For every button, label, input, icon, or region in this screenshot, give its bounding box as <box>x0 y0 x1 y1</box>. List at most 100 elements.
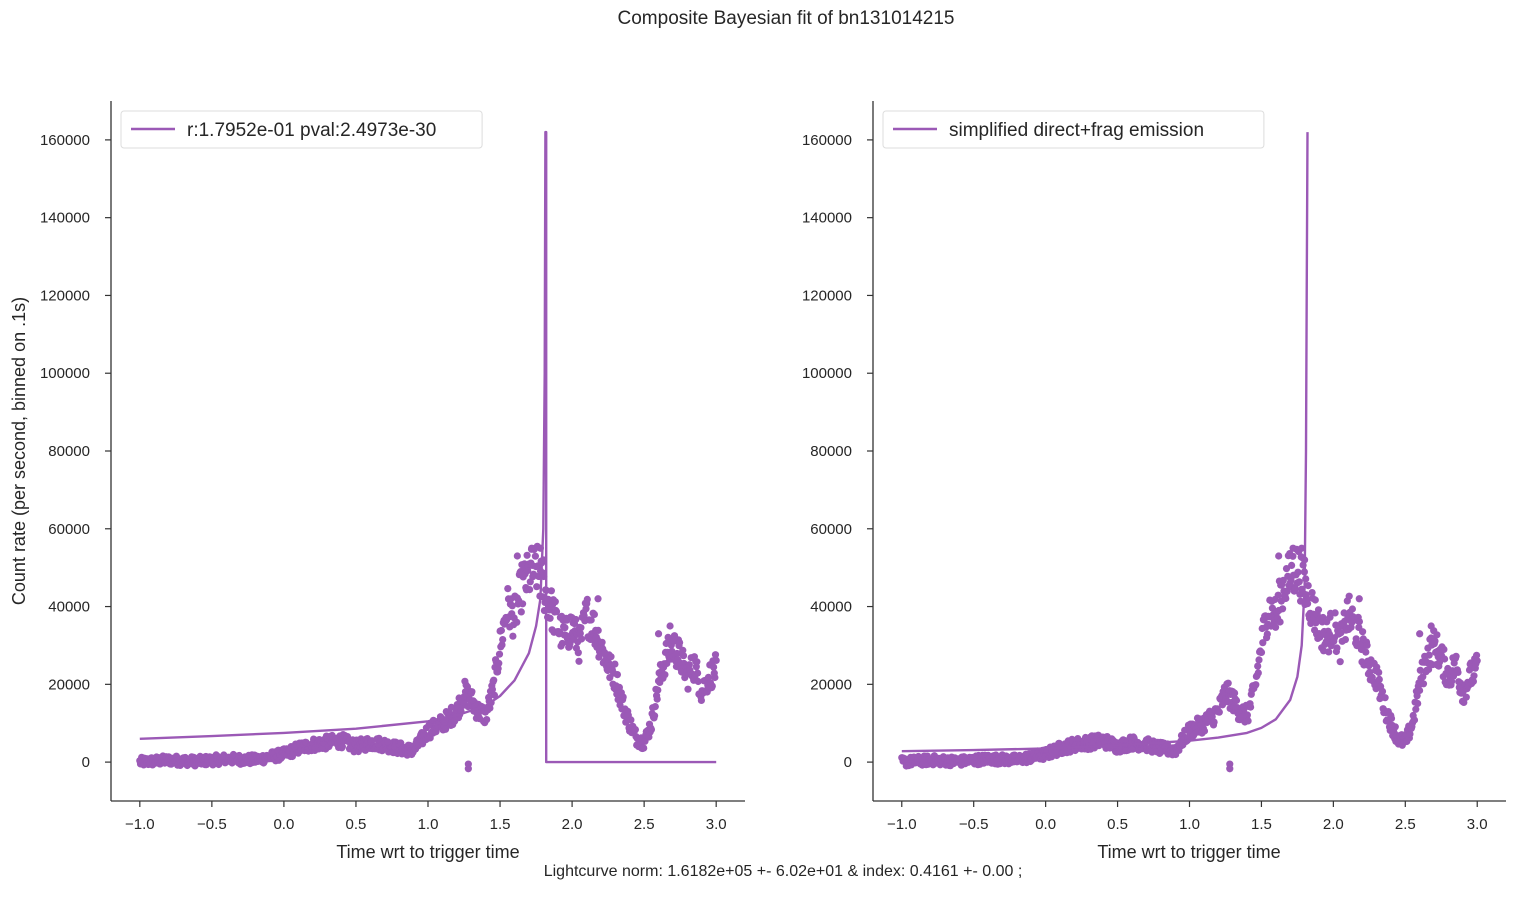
right-panel-data-point <box>1325 630 1333 638</box>
left-panel-data-point <box>497 626 505 635</box>
left-panel-data-point <box>685 661 693 669</box>
right-panel-data-point <box>1345 592 1353 600</box>
left-panel-data-point <box>526 586 534 594</box>
left-panel-data-point <box>495 650 504 658</box>
left-panel-data-point <box>531 552 540 560</box>
right-panel-x-tick-label: 3.0 <box>1467 816 1488 833</box>
figure-suptitle: Composite Bayesian fit of bn131014215 <box>618 8 955 29</box>
right-panel-y-tick-label: 0 <box>844 754 852 771</box>
right-panel-data-point <box>1331 609 1339 617</box>
left-panel-legend-label: r:1.7952e-01 pval:2.4973e-30 <box>187 120 436 141</box>
left-panel-data-point <box>486 704 494 712</box>
right-panel-data-point <box>1410 716 1419 724</box>
left-panel-data-point <box>577 624 585 632</box>
right-panel-x-tick-label: −0.5 <box>959 816 989 833</box>
right-panel-x-tick-label: 2.0 <box>1323 816 1344 833</box>
right-panel-data-point <box>1387 714 1396 723</box>
right-panel-x-axis-label: Time wrt to trigger time <box>1097 842 1280 862</box>
right-panel-legend: simplified direct+frag emission <box>882 110 1265 149</box>
right-panel-y-tick-label: 20000 <box>810 676 852 693</box>
left-panel-y-tick-label: 80000 <box>48 443 90 460</box>
right-panel-x-tick-label: 0.0 <box>1035 816 1056 833</box>
left-panel-data-point <box>519 600 527 608</box>
left-panel-x-tick-label: 1.0 <box>418 816 439 833</box>
left-panel-data-point <box>647 726 656 734</box>
right-panel-data-point <box>1275 552 1283 560</box>
right-panel-data-point <box>1288 561 1296 570</box>
left-panel-data-point <box>575 657 583 665</box>
left-panel-data-point <box>572 615 580 624</box>
right-panel-data-point <box>1254 669 1262 677</box>
left-panel-data-point <box>708 682 716 690</box>
left-panel-data-point <box>523 551 531 559</box>
left-panel-observed-points <box>136 542 720 773</box>
right-panel-data-point <box>1416 686 1424 695</box>
right-panel-y-tick-label: 80000 <box>810 443 852 460</box>
left-panel-data-point <box>654 686 662 694</box>
right-panel-data-point <box>1363 641 1371 649</box>
left-panel-data-point <box>711 673 719 682</box>
left-panel-data-point <box>551 598 559 606</box>
right-panel-data-point <box>1416 630 1424 638</box>
right-panel-data-point <box>1470 672 1478 680</box>
right-panel-data-point <box>1289 552 1297 560</box>
left-panel-x-tick-label: 0.0 <box>273 816 294 833</box>
right-panel-data-point <box>1452 652 1460 660</box>
left-panel-model-curve <box>139 130 717 764</box>
right-panel-data-point <box>1431 637 1439 645</box>
left-panel-data-point <box>587 616 595 624</box>
right-panel-data-point <box>1435 658 1444 666</box>
right-panel-data-point <box>1391 723 1399 731</box>
right-panel-data-point <box>1247 703 1255 711</box>
right-panel-data-point <box>1244 717 1252 725</box>
right-panel-data-point <box>1274 591 1282 599</box>
right-panel-model-curve <box>901 132 1309 753</box>
right-panel-legend-label: simplified direct+frag emission <box>949 120 1204 141</box>
figure-footnote: Lightcurve norm: 1.6182e+05 +- 6.02e+01 … <box>544 863 1023 880</box>
right-panel-data-point <box>1406 730 1414 738</box>
left-panel-x-tick-label: 2.0 <box>562 816 583 833</box>
right-panel-data-point <box>1257 648 1266 657</box>
right-panel-data-point <box>1355 618 1363 626</box>
right-panel-data-point <box>1243 711 1251 719</box>
right-panel-data-point <box>1294 568 1302 576</box>
right-panel-data-point <box>1254 662 1262 670</box>
left-panel-data-point <box>488 685 496 694</box>
left-panel-data-point <box>611 660 619 668</box>
right-panel-data-point <box>1362 648 1370 656</box>
left-panel-x-tick-label: 0.5 <box>346 816 367 833</box>
right-panel-data-point <box>1291 585 1299 593</box>
left-panel-x-tick-label: 2.5 <box>634 816 655 833</box>
right-panel-data-point <box>1325 648 1333 656</box>
right-panel-data-point <box>1282 594 1290 603</box>
left-panel-data-point <box>640 744 648 752</box>
left-panel-y-tick-label: 60000 <box>48 521 90 538</box>
right-panel-data-point <box>1276 618 1284 626</box>
left-panel-x-tick-label: 3.0 <box>706 816 727 833</box>
left-panel-data-point <box>552 608 561 616</box>
right-panel-data-point <box>1462 693 1470 701</box>
left-panel-data-point <box>684 685 692 693</box>
right-panel-data-point <box>1232 696 1241 705</box>
left-panel-data-point <box>594 595 602 603</box>
right-panel-data-point <box>1231 689 1239 697</box>
right-panel-data-point <box>1314 606 1323 614</box>
right-panel-marks <box>898 132 1481 773</box>
left-panel-data-point <box>533 583 541 591</box>
right-panel-axes: −1.0 −0.5 0.0 0.5 1.0 1.5 2.0 2.5 3.0 0 20000 40000… <box>802 101 1506 833</box>
left-panel-data-point <box>607 653 615 661</box>
right-panel-data-point <box>1283 587 1291 596</box>
right-panel-data-point <box>1416 666 1424 674</box>
left-panel-data-point <box>651 712 659 720</box>
left-panel-data-point <box>676 639 684 647</box>
left-panel-data-point <box>561 624 569 632</box>
right-panel-data-point <box>1375 668 1383 677</box>
left-panel-data-point <box>490 676 498 684</box>
right-panel-data-point <box>1348 605 1356 613</box>
left-panel-data-point <box>661 671 669 679</box>
left-panel-data-point <box>694 669 702 677</box>
left-panel-data-point <box>631 726 640 734</box>
left-panel-data-point <box>627 716 635 724</box>
left-panel-data-point <box>546 614 554 622</box>
